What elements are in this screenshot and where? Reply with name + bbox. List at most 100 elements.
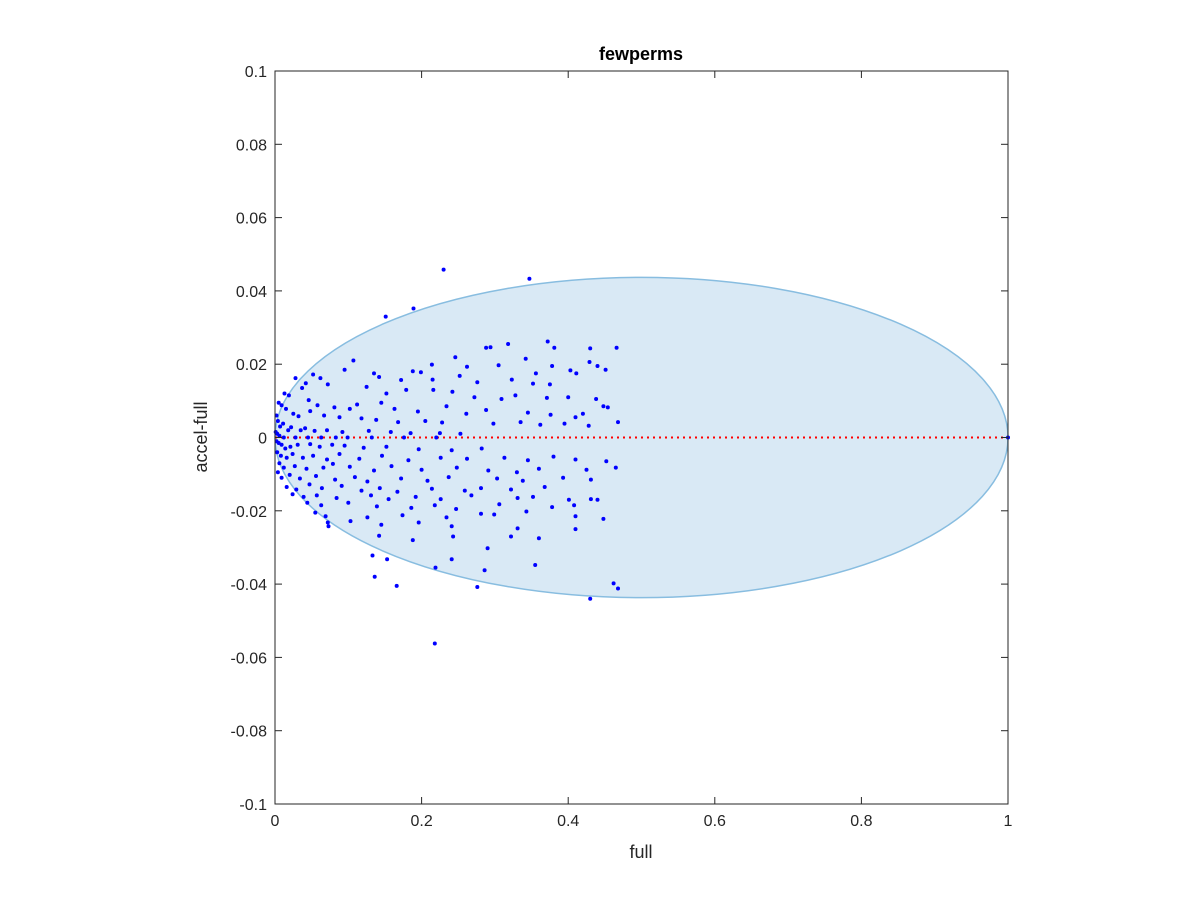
scatter-point xyxy=(536,466,541,471)
scatter-point xyxy=(399,476,404,481)
scatter-point xyxy=(352,475,357,480)
scatter-point xyxy=(333,435,338,440)
scatter-point xyxy=(614,345,619,350)
scatter-point xyxy=(300,455,305,460)
scatter-point xyxy=(457,373,462,378)
scatter-point xyxy=(518,420,523,425)
scatter-point xyxy=(484,408,489,412)
scatter-point xyxy=(524,509,529,514)
scatter-point xyxy=(406,458,411,463)
scatter-point xyxy=(319,503,324,508)
scatter-point xyxy=(379,400,384,405)
scatter-point xyxy=(408,431,413,436)
scatter-point xyxy=(451,534,456,539)
scatter-point xyxy=(544,395,549,400)
y-tick-label: 0.08 xyxy=(236,137,267,154)
scatter-point xyxy=(413,494,418,499)
scatter-point xyxy=(332,405,337,410)
scatter-point xyxy=(361,445,366,450)
scatter-point xyxy=(278,453,283,458)
scatter-point xyxy=(573,457,578,462)
chart-title: fewperms xyxy=(599,44,683,64)
scatter-point xyxy=(295,442,300,447)
scatter-point xyxy=(552,345,557,350)
scatter-point xyxy=(430,377,435,382)
scatter-point xyxy=(314,493,319,498)
scatter-point xyxy=(284,455,289,460)
scatter-point xyxy=(283,446,288,451)
x-tick-label: 0.4 xyxy=(557,813,579,830)
scatter-point xyxy=(469,493,474,498)
scatter-point xyxy=(400,513,405,518)
scatter-point xyxy=(547,382,552,387)
scatter-point xyxy=(395,489,400,494)
scatter-point xyxy=(449,557,454,562)
y-tick-label: -0.06 xyxy=(231,650,268,667)
scatter-point xyxy=(277,461,282,466)
scatter-point xyxy=(545,339,550,344)
scatter-point xyxy=(279,442,284,447)
scatter-point xyxy=(384,444,389,449)
scatter-point xyxy=(423,419,428,423)
scatter-point xyxy=(465,364,469,369)
scatter-point xyxy=(603,367,608,372)
scatter-point xyxy=(384,391,389,396)
scatter-point xyxy=(325,457,329,462)
scatter-point xyxy=(284,485,289,489)
y-tick-label: -0.02 xyxy=(231,504,268,521)
scatter-point xyxy=(297,476,302,481)
scatter-point xyxy=(292,464,297,469)
scatter-point xyxy=(365,515,370,520)
scatter-point xyxy=(342,367,347,372)
scatter-point xyxy=(325,428,329,433)
scatter-point xyxy=(294,487,299,492)
scatter-point xyxy=(399,378,404,382)
scatter-point xyxy=(340,430,345,434)
scatter-point xyxy=(276,441,281,445)
scatter-point xyxy=(278,424,283,429)
scatter-point xyxy=(339,483,344,488)
scatter-point xyxy=(275,470,280,475)
scatter-point xyxy=(394,583,399,588)
scatter-point xyxy=(449,448,454,453)
scatter-point xyxy=(369,435,374,440)
scatter-point xyxy=(499,397,504,401)
scatter-point xyxy=(319,486,324,491)
scatter-point xyxy=(386,497,391,502)
scatter-point xyxy=(333,477,338,482)
y-tick-label: 0.02 xyxy=(236,357,267,374)
scatter-point xyxy=(372,468,376,473)
scatter-point xyxy=(365,479,370,484)
y-tick-label: 0.1 xyxy=(245,64,267,81)
scatter-point xyxy=(330,461,335,466)
scatter-point xyxy=(573,415,578,420)
scatter-point xyxy=(348,519,353,524)
scatter-point xyxy=(601,404,606,409)
scatter-point xyxy=(312,428,317,433)
x-tick-label: 0.8 xyxy=(850,813,872,830)
scatter-point xyxy=(562,421,567,426)
scatter-point xyxy=(465,456,469,461)
scatter-point xyxy=(377,375,382,379)
scatter-point xyxy=(484,345,489,350)
scatter-point xyxy=(275,450,280,455)
scatter-point xyxy=(366,428,371,433)
scatter-point xyxy=(385,557,390,562)
scatter-point xyxy=(404,387,409,392)
scatter-point xyxy=(337,452,342,456)
scatter-point xyxy=(415,409,420,414)
scatter-point xyxy=(317,444,322,449)
scatter-point xyxy=(369,493,373,498)
scatter-point xyxy=(347,464,352,469)
scatter-point xyxy=(311,453,316,458)
scatter-point xyxy=(611,581,616,586)
scatter-point xyxy=(374,504,379,509)
scatter-point xyxy=(308,442,313,447)
scatter-point xyxy=(482,568,487,573)
scatter-point xyxy=(432,503,437,508)
scatter-point xyxy=(566,497,571,502)
scatter-point xyxy=(296,414,301,419)
scatter-point xyxy=(364,384,369,389)
scatter-point xyxy=(306,435,310,440)
scatter-point xyxy=(429,486,434,491)
